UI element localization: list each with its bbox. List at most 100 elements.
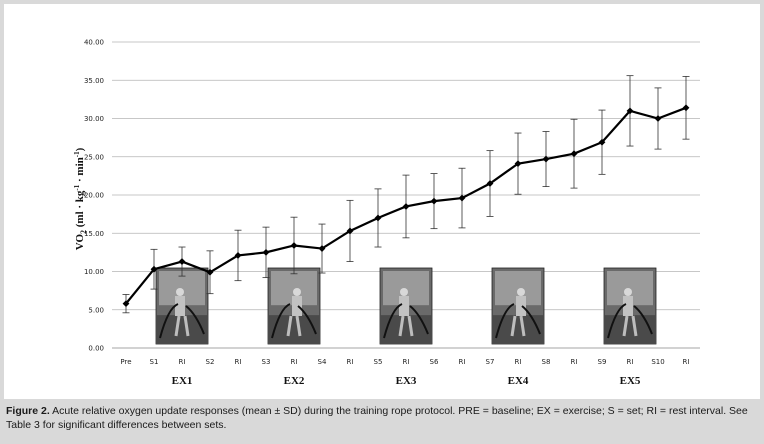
person-head-icon xyxy=(176,288,184,296)
rope-icon xyxy=(495,303,541,339)
data-point xyxy=(570,150,578,158)
exercise-photo xyxy=(491,267,545,345)
x-tick-label: S8 xyxy=(542,358,551,366)
data-point xyxy=(262,248,270,256)
x-tick-label: S5 xyxy=(374,358,383,366)
y-tick-label: 35.00 xyxy=(84,77,104,85)
x-tick-label: RI xyxy=(627,358,634,366)
exercise-label: EX2 xyxy=(284,375,305,387)
rope-icon xyxy=(607,303,653,339)
x-tick-label: RI xyxy=(179,358,186,366)
x-tick-label: S7 xyxy=(486,358,495,366)
rope-icon xyxy=(383,303,429,339)
y-tick-label: 10.00 xyxy=(84,268,104,276)
photo-floor xyxy=(268,315,320,344)
data-point xyxy=(430,197,438,205)
person-leg-icon xyxy=(519,315,526,337)
data-point xyxy=(542,155,550,163)
caption-text: Acute relative oxygen update responses (… xyxy=(6,405,748,431)
y-tick-labels: 0.00 5.00 10.00 15.00 20.00 25.00 30.00 35.00 40… xyxy=(84,39,104,353)
data-point xyxy=(122,300,130,308)
person-leg-icon xyxy=(174,315,181,337)
y-tick-label: 0.00 xyxy=(88,345,104,353)
data-point xyxy=(290,242,298,249)
x-tick-labels: Pre S1 RI S2 RI S3 RI S4 RI S5 RI S6 RI S7 RI S8 RI S9 RI S… xyxy=(120,358,689,366)
person-head-icon xyxy=(400,288,408,296)
exercise-labels: EX1 EX2 EX3 EX4 EX5 xyxy=(172,375,641,387)
person-leg-icon xyxy=(286,315,293,337)
data-point xyxy=(626,107,634,115)
x-tick-label: RI xyxy=(571,358,578,366)
x-tick-label: RI xyxy=(403,358,410,366)
x-tick-label: S9 xyxy=(598,358,607,366)
y-tick-label: 25.00 xyxy=(84,153,104,161)
photo-floor xyxy=(156,315,208,344)
x-tick-label: S4 xyxy=(318,358,327,366)
x-tick-label: S6 xyxy=(430,358,439,366)
data-point xyxy=(402,203,410,210)
data-point xyxy=(486,180,494,187)
y-tick-label: 40.00 xyxy=(84,39,104,47)
y-axis-label: VO2 (ml · kg-1 · min-1) xyxy=(73,147,88,250)
data-point xyxy=(598,138,606,146)
exercise-photo xyxy=(379,267,433,345)
exercise-label: EX1 xyxy=(172,375,193,387)
person-head-icon xyxy=(517,288,525,296)
exercise-photo xyxy=(155,267,209,345)
person-body-icon xyxy=(292,296,302,316)
data-point xyxy=(318,245,326,252)
photo-floor xyxy=(380,315,432,344)
x-tick-label: RI xyxy=(347,358,354,366)
figure-caption: Figure 2. Acute relative oxygen update r… xyxy=(6,404,758,432)
person-head-icon xyxy=(624,288,632,296)
person-body-icon xyxy=(623,296,633,316)
exercise-photo xyxy=(603,267,657,345)
person-body-icon xyxy=(516,296,526,316)
caption-lead: Figure 2. xyxy=(6,405,50,417)
photo-floor xyxy=(604,315,656,344)
x-tick-label: RI xyxy=(683,358,690,366)
rope-icon xyxy=(271,303,317,339)
exercise-label: EX4 xyxy=(508,375,529,387)
person-head-icon xyxy=(293,288,301,296)
x-tick-label: Pre xyxy=(120,358,131,366)
y-tick-label: 5.00 xyxy=(88,306,104,314)
data-point xyxy=(234,252,242,259)
x-tick-label: RI xyxy=(291,358,298,366)
exercise-label: EX5 xyxy=(620,375,641,387)
person-leg-icon xyxy=(295,315,302,337)
y-tick-label: 30.00 xyxy=(84,115,104,123)
photo-floor xyxy=(492,315,544,344)
x-tick-label: RI xyxy=(515,358,522,366)
data-point xyxy=(514,160,522,168)
person-body-icon xyxy=(175,296,185,316)
data-point xyxy=(374,214,382,222)
figure-panel: 0.00 5.00 10.00 15.00 20.00 25.00 30.00 35.00 40… xyxy=(4,4,760,399)
data-point xyxy=(458,194,466,202)
data-point xyxy=(206,268,214,276)
person-leg-icon xyxy=(183,315,190,337)
x-tick-label: S3 xyxy=(262,358,271,366)
person-leg-icon xyxy=(631,315,638,337)
data-point xyxy=(682,104,690,112)
exercise-photos xyxy=(155,267,657,345)
data-point xyxy=(150,265,158,273)
x-tick-label: RI xyxy=(459,358,466,366)
data-point xyxy=(178,258,186,265)
person-body-icon xyxy=(399,296,409,316)
y-tick-label: 15.00 xyxy=(84,230,104,238)
vo2-line-chart: 0.00 5.00 10.00 15.00 20.00 25.00 30.00 35.00 40… xyxy=(73,39,700,387)
person-leg-icon xyxy=(398,315,405,337)
person-leg-icon xyxy=(407,315,414,337)
data-point xyxy=(346,227,354,235)
x-tick-label: RI xyxy=(235,358,242,366)
data-point xyxy=(654,115,662,122)
person-leg-icon xyxy=(510,315,517,337)
person-leg-icon xyxy=(622,315,629,337)
x-tick-label: S2 xyxy=(206,358,215,366)
x-tick-label: S1 xyxy=(150,358,159,366)
exercise-label: EX3 xyxy=(396,375,417,387)
exercise-photo xyxy=(267,267,321,345)
x-tick-label: S10 xyxy=(651,358,664,366)
rope-icon xyxy=(159,303,205,339)
